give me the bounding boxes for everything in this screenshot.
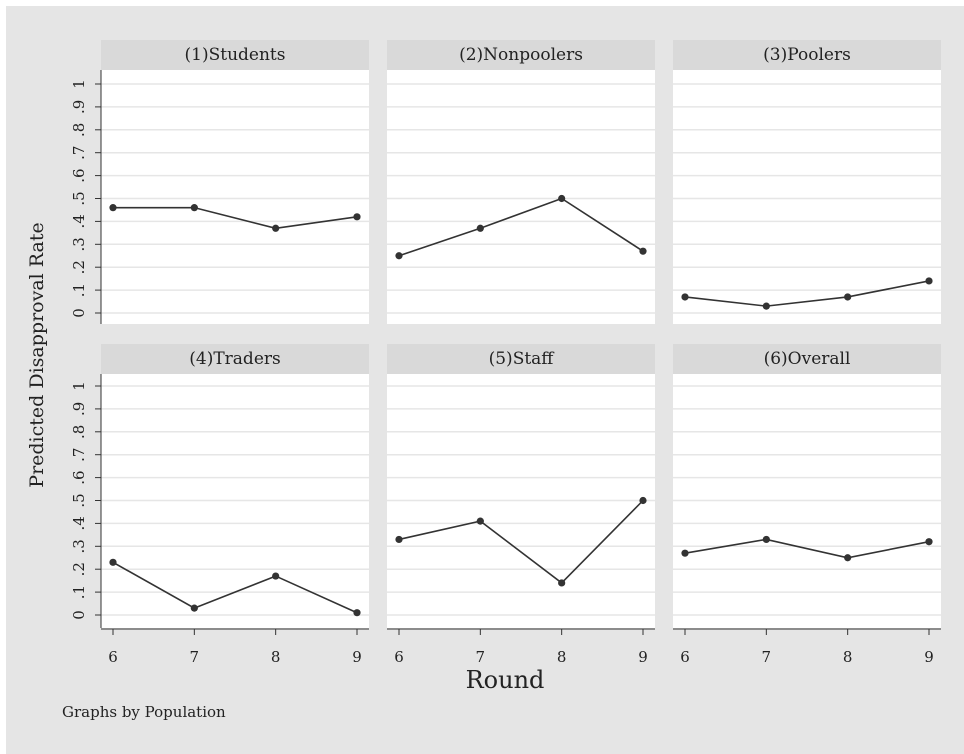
panel-3: (3)Poolers [673, 40, 941, 324]
data-point [681, 293, 689, 301]
series-line [398, 499, 644, 585]
x-tick-label: 8 [557, 648, 567, 666]
x-tick-label: 6 [108, 648, 118, 666]
series-line [112, 561, 358, 614]
x-axis-title: Round [466, 666, 545, 694]
data-point [476, 517, 484, 525]
y-tick-label: .2 [70, 260, 88, 274]
panel-6: (6)Overall 6 7 8 9 [673, 344, 941, 666]
data-point [639, 247, 647, 255]
data-point [109, 204, 117, 212]
panel-title: (2)Nonpoolers [459, 45, 583, 65]
y-tick-label: .5 [70, 191, 88, 205]
data-point [353, 609, 361, 617]
panel-1: (1)Students 0 .1 .2 .3 .4 .5 .6 .7 .8 .9 1 [70, 40, 369, 324]
y-tick-label: .8 [70, 123, 88, 137]
x-tick-label: 6 [680, 648, 690, 666]
data-point [109, 558, 117, 566]
y-tick-label: .3 [70, 539, 88, 553]
y-tick-label: .4 [70, 214, 88, 228]
x-tick-label: 7 [762, 648, 772, 666]
panel-5: (5)Staff 6 7 8 9 [387, 344, 655, 666]
x-tick-label: 7 [190, 648, 200, 666]
panel-4: (4)Traders 0 .1 .2 .3 .4 .5 .6 .7 .8 .9 1 6 7 8 9 [70, 344, 369, 666]
y-tick-label: 1 [70, 381, 88, 391]
data-point [639, 496, 647, 505]
x-tick-label: 9 [924, 648, 934, 666]
x-tick-label: 9 [352, 648, 362, 666]
y-tick-label: .7 [70, 146, 88, 160]
data-point [395, 252, 403, 260]
data-point [558, 579, 566, 587]
panel-title-strip [101, 344, 369, 374]
panel-title: (1)Students [185, 45, 286, 65]
data-point [190, 604, 198, 612]
data-point [190, 204, 198, 212]
series-line [684, 280, 930, 307]
panel-title: (3)Poolers [763, 45, 851, 65]
y-tick-label: .7 [70, 448, 88, 462]
data-point [476, 224, 484, 232]
series-line [113, 206, 358, 230]
panel-title-strip [101, 40, 369, 70]
x-tick-label: 9 [638, 648, 648, 666]
series-line [684, 538, 930, 559]
y-tick-label: .6 [70, 470, 88, 484]
y-tick-label: .5 [70, 493, 88, 507]
plot-area [387, 70, 655, 324]
x-tick-label: 6 [394, 648, 404, 666]
panel-title-strip [673, 40, 941, 70]
panel-title: (5)Staff [489, 349, 556, 369]
y-tick-label: 0 [70, 308, 88, 318]
panel-title-strip [387, 344, 655, 374]
panels: (1)Students 0 .1 .2 .3 .4 .5 .6 .7 .8 .9 1 (2)Nonpoo… [70, 40, 941, 666]
y-tick-label: .1 [70, 283, 88, 297]
y-tick-label: 1 [70, 79, 88, 89]
plot-area [673, 70, 941, 324]
y-tick-label: .3 [70, 237, 88, 251]
data-point [681, 549, 689, 557]
y-tick-label: .4 [70, 516, 88, 530]
y-tick-label: .8 [70, 425, 88, 439]
x-tick-label: 7 [476, 648, 486, 666]
series-line [398, 197, 644, 257]
panel-2: (2)Nonpoolers [387, 40, 655, 324]
y-tick-label: .6 [70, 168, 88, 182]
data-point [762, 535, 770, 544]
panel-title-strip [673, 344, 941, 374]
x-tick-label: 8 [271, 648, 281, 666]
data-point [925, 277, 933, 285]
data-point [272, 572, 280, 580]
data-point [353, 213, 361, 221]
panel-title: (4)Traders [189, 349, 280, 369]
y-tick-label: 0 [70, 610, 88, 620]
x-tick-label: 8 [843, 648, 853, 666]
data-point [558, 194, 566, 203]
graphs-note: Graphs by Population [62, 703, 226, 721]
data-point [844, 293, 852, 301]
y-tick-label: .9 [70, 100, 88, 114]
y-tick-label: .9 [70, 402, 88, 416]
data-point [272, 224, 280, 232]
data-point [762, 302, 770, 310]
y-axis-title: Predicted Disapproval Rate [26, 222, 48, 487]
panel-title: (6)Overall [764, 349, 851, 369]
panel-title-strip [387, 40, 655, 70]
y-tick-label: .2 [70, 562, 88, 576]
plot-area [101, 70, 369, 324]
data-point [925, 538, 933, 546]
data-point [844, 554, 852, 562]
y-tick-label: .1 [70, 585, 88, 599]
data-point [395, 535, 403, 544]
